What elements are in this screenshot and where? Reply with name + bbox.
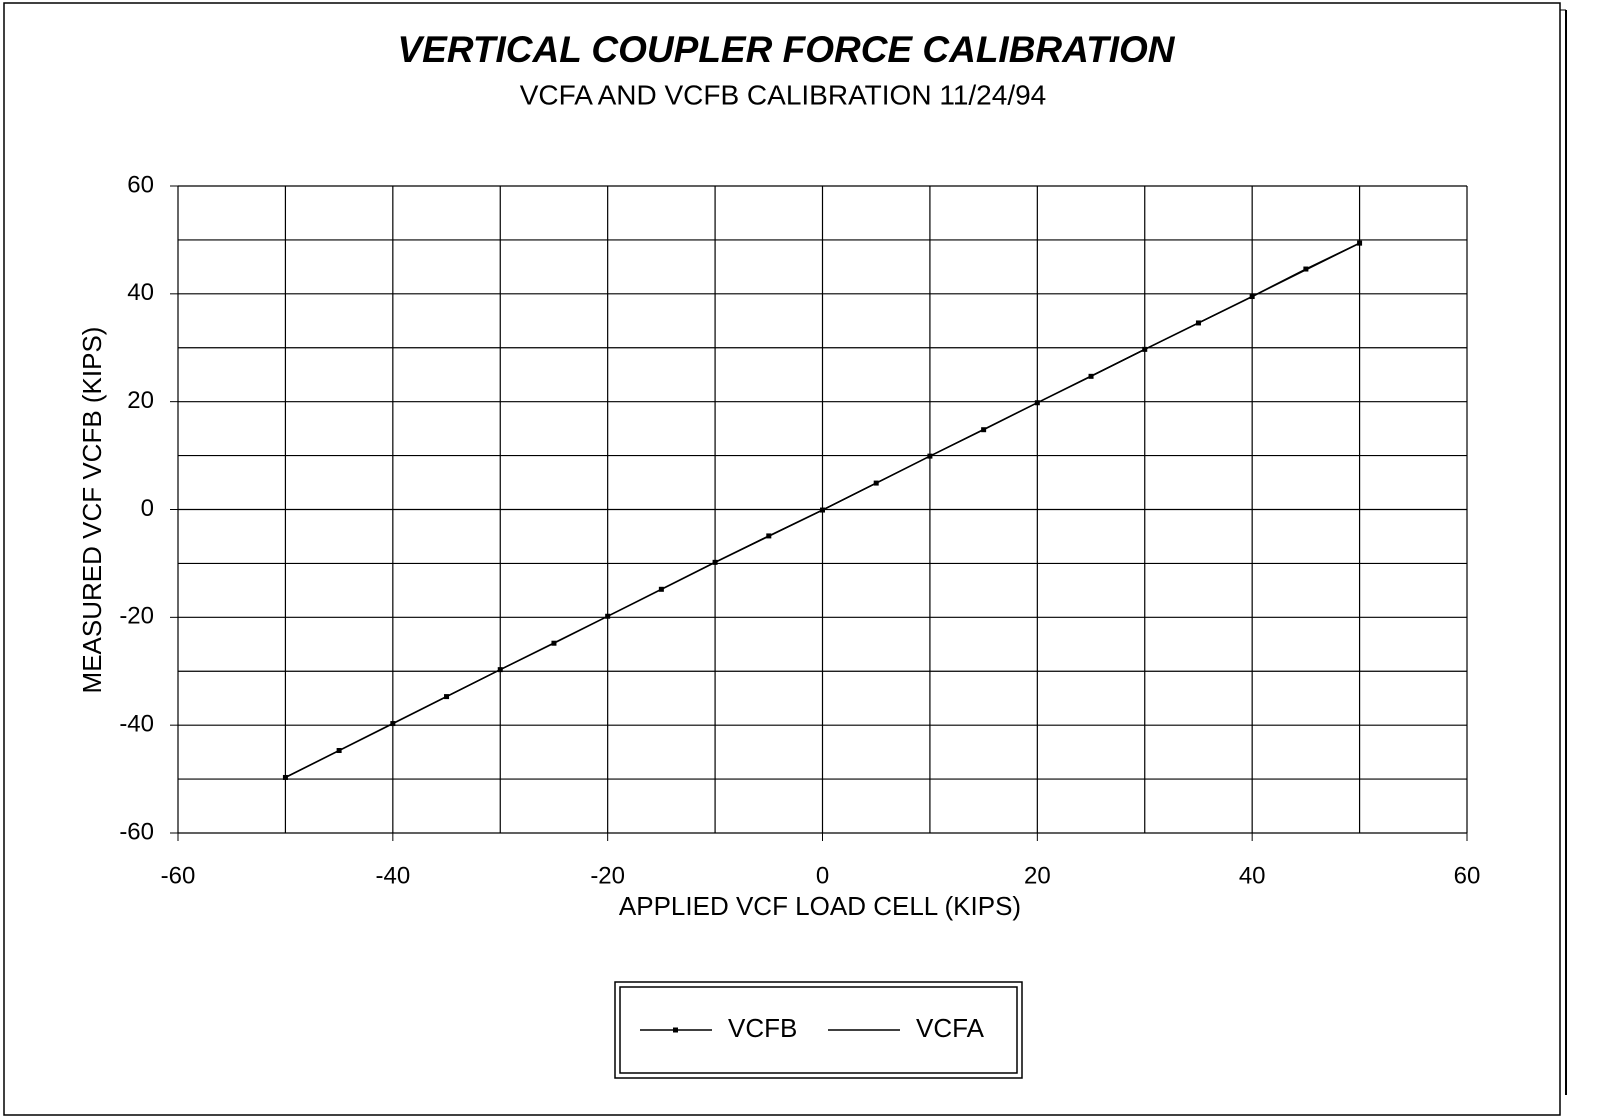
- legend-frame: [614, 981, 1023, 1079]
- x-tick-label: 0: [816, 862, 829, 889]
- chart-subtitle: VCFA AND VCFB CALIBRATION 11/24/94: [520, 79, 1047, 110]
- x-tick-label: -20: [590, 862, 625, 889]
- x-tick-label: -40: [375, 862, 410, 889]
- legend-marker: [673, 1027, 678, 1033]
- x-axis-label: APPLIED VCF LOAD CELL (KIPS): [619, 891, 1021, 921]
- page-frame: [3, 2, 1561, 1116]
- y-tick-label: -60: [119, 818, 154, 845]
- y-tick-label: 20: [127, 387, 154, 414]
- series-line: [285, 242, 1360, 779]
- y-tick-label: -20: [119, 603, 154, 630]
- x-tick-label: 40: [1239, 862, 1266, 889]
- legend-label: VCFB: [728, 1013, 797, 1043]
- x-tick-label: -60: [161, 862, 196, 889]
- y-tick-label: 40: [127, 279, 154, 306]
- legend-label: VCFA: [916, 1013, 985, 1043]
- y-tick-label: 0: [141, 495, 154, 522]
- chart-title: VERTICAL COUPLER FORCE CALIBRATION: [397, 29, 1175, 70]
- y-axis-label: MEASURED VCF VCFB (KIPS): [77, 327, 107, 694]
- y-tick-label: 60: [127, 171, 154, 198]
- x-tick-label: 20: [1024, 862, 1051, 889]
- x-tick-label: 60: [1454, 862, 1481, 889]
- legend-frame: [619, 986, 1018, 1074]
- y-tick-label: -40: [119, 711, 154, 738]
